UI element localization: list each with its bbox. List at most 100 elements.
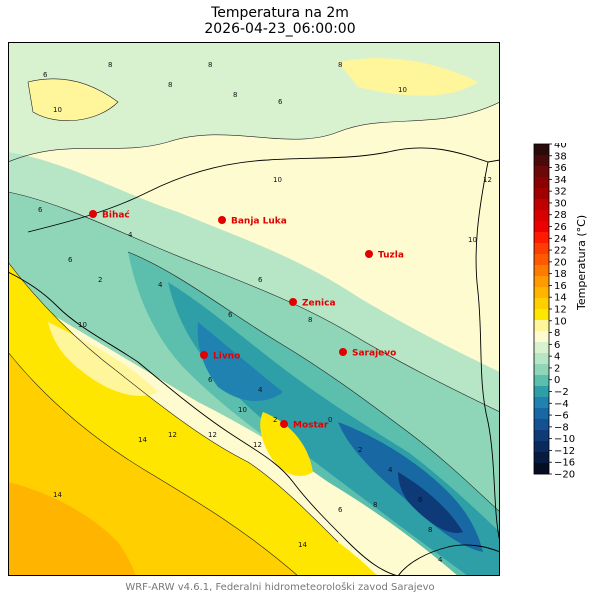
colorbar-cell xyxy=(534,298,549,310)
colorbar-tick-label: 22 xyxy=(554,246,567,257)
colorbar-tick-label: 16 xyxy=(554,281,567,292)
colorbar-cell xyxy=(534,452,549,464)
city-label: Zenica xyxy=(302,299,336,309)
colorbar-cell xyxy=(534,166,549,178)
colorbar-cell xyxy=(534,243,549,255)
contour-label: 6 xyxy=(228,311,233,319)
contour-label: 14 xyxy=(138,436,147,444)
city-label: Livno xyxy=(213,352,240,362)
contour-label: 14 xyxy=(53,491,62,499)
city-marker xyxy=(339,348,347,356)
contour-label: 10 xyxy=(53,106,62,114)
colorbar-tick-label: 8 xyxy=(554,328,560,339)
contour-label: 6 xyxy=(68,256,73,264)
colorbar-tick-label: 30 xyxy=(554,198,567,209)
colorbar-cell xyxy=(534,309,549,321)
colorbar-tick-label: −6 xyxy=(554,411,569,422)
colorbar-cell xyxy=(534,188,549,200)
temp-zone-cold-minus4 xyxy=(197,322,283,402)
colorbar-tick-label: 0 xyxy=(554,375,560,386)
temp-zone-north-warm2 xyxy=(338,58,478,96)
city-label: Sarajevo xyxy=(352,349,396,359)
contour-label: 0 xyxy=(328,416,332,424)
colorbar-cell xyxy=(534,232,549,244)
contour-label: 10 xyxy=(78,321,87,329)
contour-label: 10 xyxy=(468,236,477,244)
colorbar-cell xyxy=(534,155,549,167)
colorbar-tick-label: −12 xyxy=(554,446,575,457)
colorbar-tick-label: 18 xyxy=(554,269,567,280)
contour-label: 12 xyxy=(483,176,492,184)
colorbar-cell xyxy=(534,386,549,398)
colorbar-tick-label: −2 xyxy=(554,387,569,398)
colorbar-tick-label: 34 xyxy=(554,175,567,186)
colorbar-cell xyxy=(534,210,549,222)
contour-label: 8 xyxy=(233,91,237,99)
colorbar-cell xyxy=(534,199,549,211)
contour-label: 6 xyxy=(258,276,263,284)
colorbar-cell xyxy=(534,430,549,442)
contour-label: 10 xyxy=(398,86,407,94)
colorbar-cell xyxy=(534,375,549,387)
temp-zone-coast-10 xyxy=(48,322,158,396)
colorbar-cell xyxy=(534,331,549,343)
contour-label: 10 xyxy=(238,406,247,414)
temp-zone-mostar-12 xyxy=(260,412,313,476)
temp-zone-sea-16 xyxy=(8,482,136,576)
colorbar-tick-label: 6 xyxy=(554,340,560,351)
colorbar-tick-label: 2 xyxy=(554,363,560,374)
colorbar-tick-label: 12 xyxy=(554,305,567,316)
contour-label: 6 xyxy=(278,98,283,106)
colorbar-cell xyxy=(534,441,549,453)
colorbar-tick-label: −16 xyxy=(554,458,575,469)
colorbar-cell xyxy=(534,265,549,277)
contour-label: 6 xyxy=(418,496,423,504)
contour-label: 4 xyxy=(438,556,443,564)
contour-label: 6 xyxy=(338,506,343,514)
colorbar-tick-label: −10 xyxy=(554,434,575,445)
colorbar-label: Temperatura (°C) xyxy=(575,214,588,310)
colorbar-tick-label: 10 xyxy=(554,316,567,327)
contour-label: 6 xyxy=(38,206,43,214)
city-marker xyxy=(289,298,297,306)
contour-label: 8 xyxy=(428,526,432,534)
colorbar-cell xyxy=(534,276,549,288)
colorbar-cell xyxy=(534,287,549,299)
map-datetime: 2026-04-23_06:00:00 xyxy=(204,21,356,37)
contour-label: 4 xyxy=(158,281,163,289)
footer-credit: WRF-ARW v4.6.1, Federalni hidrometeorolo… xyxy=(125,582,435,593)
colorbar-tick-label: 24 xyxy=(554,234,567,245)
temperature-map: 6 8 8 8 10 8 8 6 10 10 12 10 6 6 4 2 4 6 6 8 10 6 4 2 0 2 4 6 8 10 12 1… xyxy=(8,42,500,576)
colorbar-tick-label: 26 xyxy=(554,222,567,233)
colorbar-tick-label: 4 xyxy=(554,352,560,363)
temp-zone-belt-6 xyxy=(8,152,500,412)
colorbar-tick-label: −8 xyxy=(554,422,569,433)
colorbar-cell xyxy=(534,353,549,365)
temp-zone-north-10 xyxy=(28,78,118,121)
contour-label: 12 xyxy=(253,441,262,449)
colorbar-tick-label: 38 xyxy=(554,151,567,162)
country-borders xyxy=(8,147,500,576)
colorbar-cell xyxy=(534,342,549,354)
colorbar-tick-label: 20 xyxy=(554,257,567,268)
contour-label: 2 xyxy=(98,276,102,284)
contour-label: 8 xyxy=(308,316,312,324)
map-title: Temperatura na 2m xyxy=(211,5,349,21)
city-label: Mostar xyxy=(293,421,329,431)
contour-label: 4 xyxy=(258,386,263,394)
contour-lines xyxy=(8,78,500,576)
colorbar-cell xyxy=(534,463,549,475)
city-marker xyxy=(218,216,226,224)
contour-label: 2 xyxy=(273,416,277,424)
colorbar-tick-label: −4 xyxy=(554,399,569,410)
temp-zone-cold-minus8 xyxy=(398,472,463,533)
city-marker xyxy=(89,210,97,218)
contour-label: 8 xyxy=(168,81,172,89)
colorbar-tick-label: 36 xyxy=(554,163,567,174)
city-marker xyxy=(365,250,373,258)
colorbar-tick-label: 28 xyxy=(554,210,567,221)
contour-label: 12 xyxy=(208,431,217,439)
city-marker xyxy=(200,351,208,359)
colorbar-cell xyxy=(534,144,549,156)
colorbar-tick-label: −20 xyxy=(554,470,575,481)
